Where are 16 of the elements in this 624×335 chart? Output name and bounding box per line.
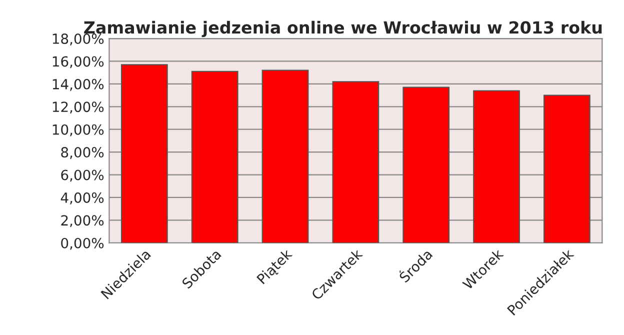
- bar: [544, 94, 590, 243]
- y-tick-label: 4,00%: [60, 192, 104, 204]
- bar: [402, 86, 450, 243]
- y-tick-label: 16,00%: [52, 56, 104, 68]
- y-tick-label: 6,00%: [61, 170, 104, 182]
- y-tick-label: 2,00%: [61, 215, 104, 228]
- y-tick-label: 8,00%: [61, 147, 104, 159]
- bar: [473, 90, 520, 243]
- y-tick-label: 14,00%: [52, 78, 104, 91]
- y-tick-label: 0,00%: [61, 238, 104, 250]
- bar: [262, 70, 309, 243]
- bar: [191, 70, 238, 243]
- bar: [332, 81, 380, 243]
- y-tick-label: 10,00%: [52, 124, 104, 136]
- bar: [120, 64, 168, 243]
- y-tick-label: 12,00%: [52, 102, 104, 114]
